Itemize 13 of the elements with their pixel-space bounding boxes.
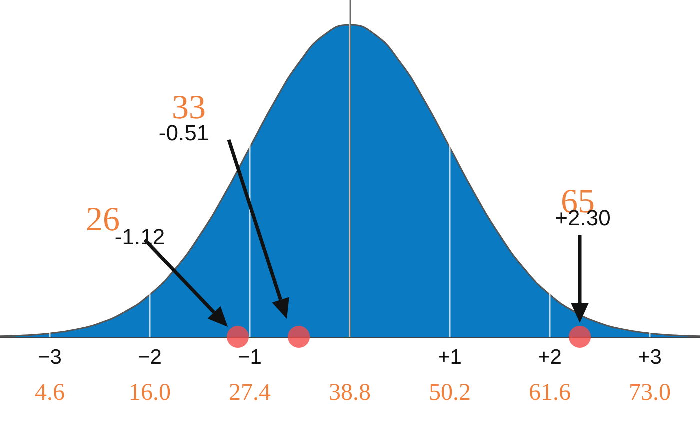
x-tick-label: +1 <box>438 346 462 369</box>
x2-tick-label: 50.2 <box>429 380 471 406</box>
x2-tick-label: 61.6 <box>529 380 571 406</box>
x-tick-label: −1 <box>238 346 262 369</box>
x2-tick-label: 16.0 <box>129 380 171 406</box>
x2-tick-label: 27.4 <box>229 380 271 406</box>
x2-tick-label: 73.0 <box>629 380 671 406</box>
x-tick-label: +3 <box>638 346 662 369</box>
x-tick-label: −2 <box>138 346 162 369</box>
x2-tick-label: 4.6 <box>35 380 65 406</box>
x2-tick-label: 38.8 <box>329 380 371 406</box>
x-tick-label: +2 <box>538 346 562 369</box>
x-tick-label: −3 <box>38 346 62 369</box>
